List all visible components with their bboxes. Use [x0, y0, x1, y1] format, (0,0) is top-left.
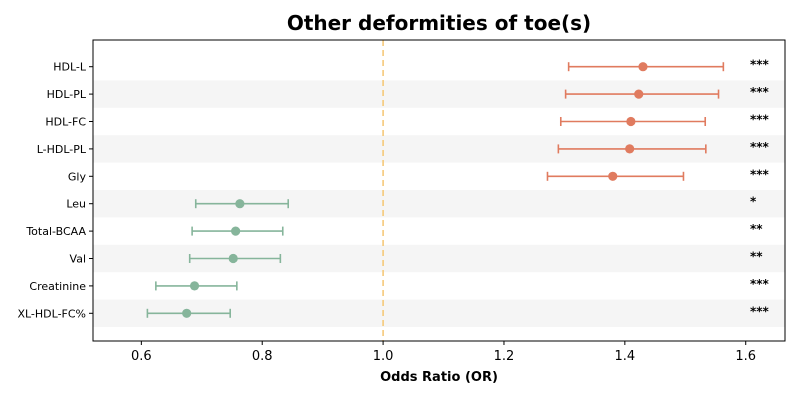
data-rows: HDL-L ***HDL-PL ***HDL-FC ***L-HDL-PL ***Gly…: [17, 58, 769, 321]
row-label: Gly: [68, 170, 87, 183]
significance-label: ***: [750, 85, 770, 99]
significance-label: ***: [750, 58, 770, 72]
x-axis: 0.6 0.8 1.0 1.2 1.4 1.6: [131, 341, 756, 364]
table-row: Total-BCAA **: [25, 222, 763, 238]
table-row: Gly ***: [68, 167, 770, 183]
row-label: Val: [70, 253, 86, 266]
row-label: Leu: [66, 198, 86, 211]
or-point: [182, 308, 192, 318]
significance-label: *: [750, 195, 757, 209]
or-point: [626, 116, 636, 127]
x-tick-label: 1.4: [614, 349, 635, 364]
x-tick-label: 1.0: [373, 349, 394, 364]
significance-label: **: [750, 222, 763, 236]
table-row: Creatinine ***: [29, 277, 769, 293]
x-tick-label: 1.6: [735, 349, 756, 364]
or-point: [638, 62, 648, 72]
row-label: Total-BCAA: [25, 225, 86, 238]
x-tick-label: 0.8: [252, 349, 273, 364]
significance-label: **: [750, 250, 763, 264]
table-row: Leu *: [66, 195, 757, 211]
table-row: HDL-FC ***: [45, 113, 769, 129]
or-point: [634, 89, 644, 99]
significance-label: ***: [750, 277, 770, 291]
or-point: [608, 171, 618, 181]
x-tick-label: 1.2: [494, 349, 515, 364]
significance-label: ***: [750, 167, 770, 181]
chart-title: Other deformities of toe(s): [287, 11, 591, 35]
x-axis-label: Odds Ratio (OR): [380, 370, 498, 385]
or-point: [625, 144, 635, 154]
table-row: XL-HDL-FC% ***: [17, 304, 769, 320]
significance-label: ***: [750, 140, 770, 154]
row-label: HDL-FC: [45, 116, 86, 129]
significance-label: ***: [750, 113, 770, 127]
table-row: Val **: [70, 250, 764, 266]
or-point: [235, 199, 245, 209]
table-row: HDL-PL ***: [47, 85, 770, 101]
row-label: HDL-PL: [47, 88, 87, 101]
or-point: [189, 281, 200, 291]
table-row: L-HDL-PL ***: [37, 140, 770, 156]
row-label: L-HDL-PL: [37, 143, 87, 156]
row-label: XL-HDL-FC%: [17, 307, 86, 320]
plot-frame: [92, 39, 786, 342]
row-label: Creatinine: [29, 280, 86, 293]
x-tick-label: 0.6: [131, 349, 152, 364]
row-label: HDL-L: [53, 61, 87, 74]
or-point: [231, 226, 241, 236]
or-point: [228, 253, 238, 264]
significance-label: ***: [750, 304, 770, 318]
table-row: HDL-L ***: [53, 58, 769, 74]
